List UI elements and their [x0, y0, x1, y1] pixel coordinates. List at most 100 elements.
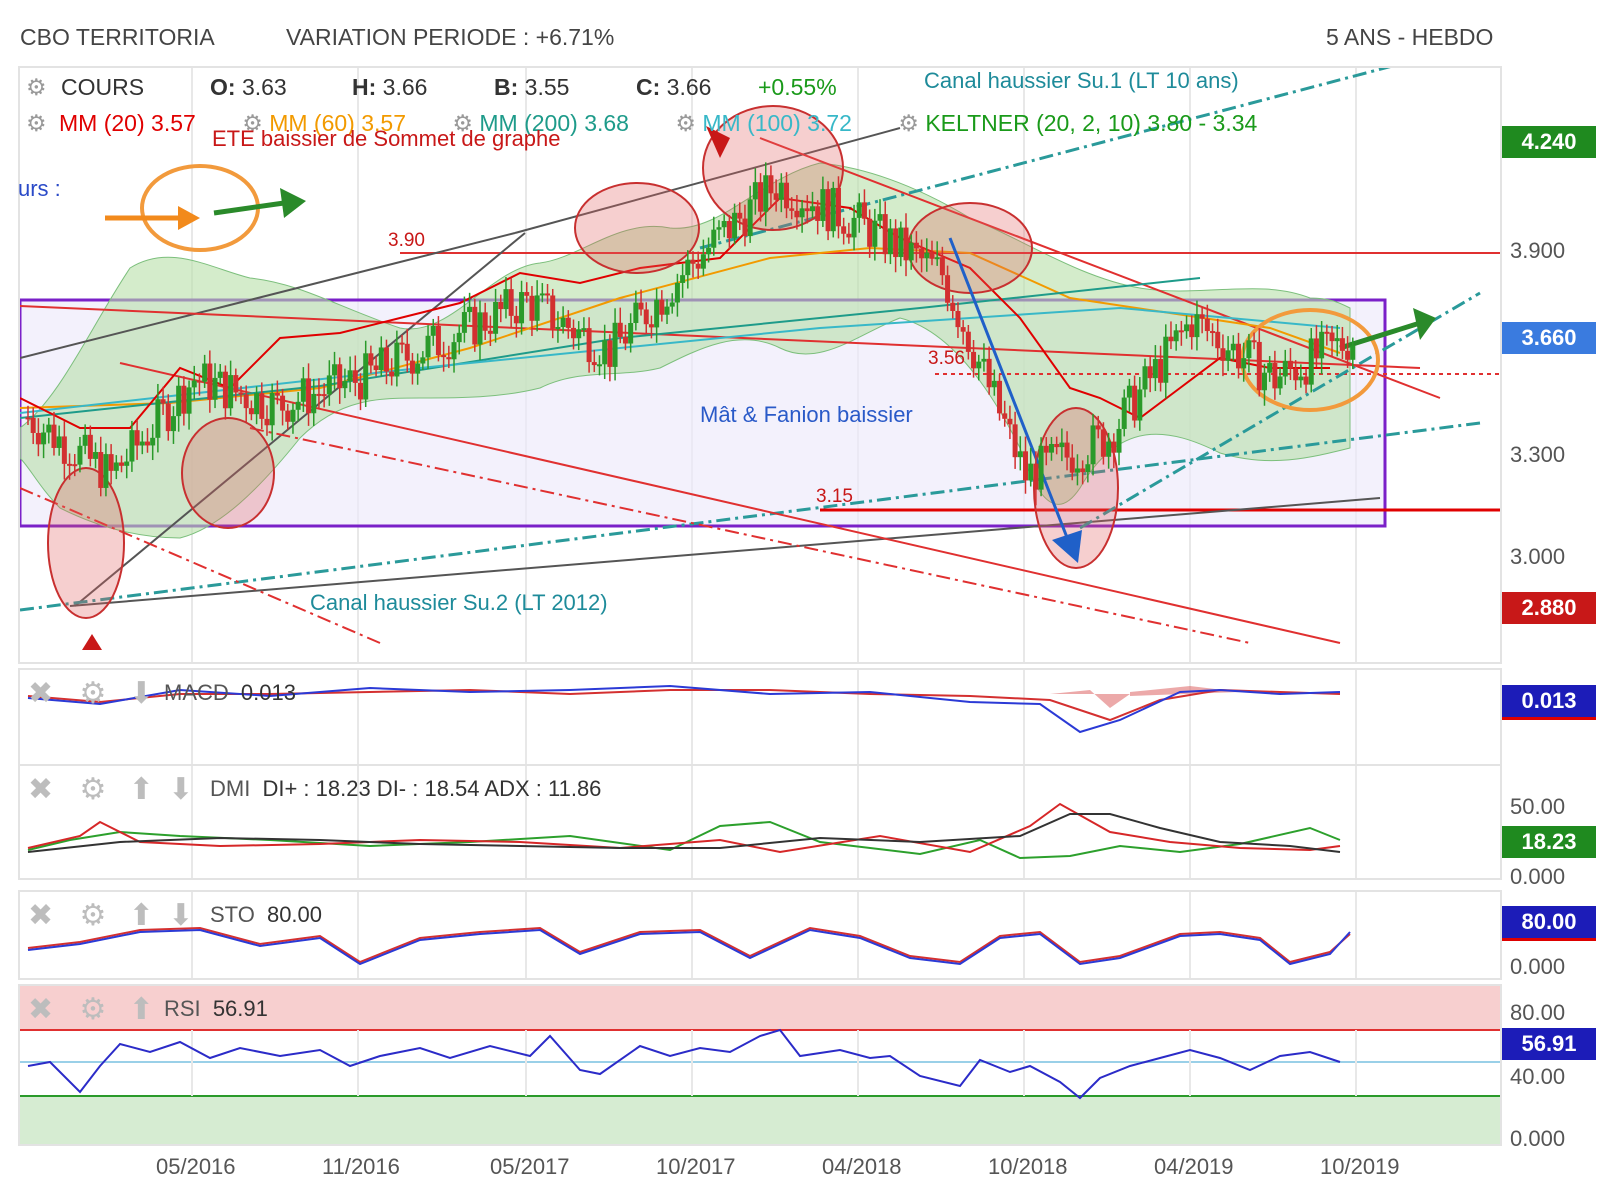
- candle-body: [680, 275, 686, 283]
- sto-controls: ✖ ⚙ ⬆ ⬇: [28, 898, 193, 933]
- keltner-value: 3.80 - 3.34: [1147, 110, 1258, 136]
- candle-body: [113, 462, 119, 471]
- dmi-label: DMI: [210, 776, 251, 801]
- candle-body: [1241, 358, 1247, 369]
- candle-body: [337, 364, 343, 389]
- candle-body: [508, 289, 514, 316]
- rsi-badge: 56.91: [1502, 1028, 1596, 1060]
- candle-body: [1293, 368, 1299, 381]
- candle-body: [498, 301, 504, 310]
- close-icon[interactable]: ✖: [28, 677, 54, 710]
- candle-body: [524, 292, 530, 296]
- candle-body: [529, 295, 535, 321]
- x-tick: 10/2018: [988, 1154, 1068, 1179]
- gear-icon[interactable]: ⚙: [242, 110, 263, 136]
- candle-body: [1303, 376, 1309, 385]
- candle-body: [222, 371, 228, 409]
- candle-body: [1085, 464, 1091, 473]
- keltner-label[interactable]: KELTNER (20, 2, 10): [925, 110, 1141, 136]
- candle-body: [368, 353, 374, 366]
- period-selector[interactable]: 5 ANS - HEBDO: [1326, 24, 1494, 50]
- low-label: B:: [494, 74, 519, 100]
- mm60-label[interactable]: MM (60): [269, 110, 355, 136]
- candle-body: [856, 202, 862, 218]
- gear-icon[interactable]: ⚙: [26, 74, 47, 100]
- instrument-title: CBO TERRITORIA: [20, 24, 215, 50]
- candle-body: [1261, 372, 1267, 391]
- gear-icon[interactable]: ⚙: [898, 110, 919, 136]
- arrow-down-icon[interactable]: ⬇: [128, 677, 154, 710]
- candle-body: [217, 371, 223, 378]
- candle-body: [300, 378, 306, 402]
- mm20-label[interactable]: MM (20): [59, 110, 145, 136]
- candle-body: [685, 259, 691, 276]
- gear-icon[interactable]: ⚙: [79, 773, 107, 806]
- gear-icon[interactable]: ⚙: [79, 677, 107, 710]
- candle-body: [768, 175, 774, 194]
- candle-body: [815, 206, 821, 221]
- mm20-value: 3.57: [151, 110, 196, 136]
- rsi-tick: 0.000: [1510, 1126, 1566, 1151]
- macd-label: MACD: [164, 680, 229, 705]
- candle-body: [1163, 336, 1169, 383]
- candle-body: [913, 242, 919, 249]
- close-label: C:: [636, 74, 661, 100]
- candle-body: [404, 343, 410, 361]
- candle-body: [1095, 425, 1101, 430]
- candle-body: [487, 330, 493, 334]
- price-tick: 3.300: [1510, 442, 1566, 467]
- gear-icon[interactable]: ⚙: [79, 993, 107, 1026]
- close-icon[interactable]: ✖: [28, 773, 54, 806]
- candle-body: [1230, 343, 1236, 351]
- candle-body: [976, 361, 982, 369]
- candle-body: [654, 299, 660, 328]
- candle-body: [129, 430, 135, 462]
- candle-body: [628, 323, 634, 344]
- close-icon[interactable]: ✖: [28, 899, 54, 932]
- candle-body: [425, 335, 431, 358]
- candle-body: [259, 393, 265, 419]
- candle-body: [1334, 338, 1340, 342]
- cours-label: COURS: [61, 74, 145, 100]
- candle-body: [248, 408, 254, 415]
- open-label: O:: [210, 74, 236, 100]
- candle-body: [1069, 457, 1075, 473]
- gear-icon[interactable]: ⚙: [675, 110, 696, 136]
- candle-body: [1308, 338, 1314, 385]
- candle-body: [1272, 363, 1278, 389]
- candle-body: [576, 329, 582, 339]
- candle-body: [560, 317, 566, 328]
- candle-body: [290, 409, 296, 422]
- candle-body: [586, 328, 592, 363]
- candle-body: [820, 189, 826, 221]
- arrow-down-icon[interactable]: ⬇: [168, 773, 194, 806]
- candle-body: [30, 417, 36, 433]
- arrow-up-icon[interactable]: ⬆: [128, 899, 154, 932]
- candle-body: [243, 394, 249, 409]
- candle-body: [1106, 441, 1112, 457]
- candle-body: [56, 436, 62, 448]
- arrow-up-icon[interactable]: ⬆: [128, 773, 154, 806]
- mat-annotation: Mât & Fanion baissier: [700, 402, 913, 427]
- candle-body: [1168, 336, 1174, 342]
- mm200-label[interactable]: MM (200): [479, 110, 578, 136]
- candle-body: [732, 212, 738, 239]
- candle-body: [285, 410, 291, 422]
- candle-body: [389, 371, 395, 377]
- arrow-up-icon[interactable]: ⬆: [128, 993, 154, 1026]
- dmi-chart: [27, 766, 1357, 878]
- macd-controls: ✖ ⚙ ⬇: [28, 676, 154, 711]
- price-high-badge: 4.240: [1502, 126, 1596, 158]
- gear-icon[interactable]: ⚙: [26, 110, 47, 136]
- candle-body: [1158, 359, 1164, 383]
- candle-body: [269, 392, 275, 426]
- arrow-down-icon[interactable]: ⬇: [168, 899, 194, 932]
- close-icon[interactable]: ✖: [28, 993, 54, 1026]
- candle-body: [1339, 338, 1345, 351]
- gear-icon[interactable]: ⚙: [452, 110, 473, 136]
- price-chart: [20, 68, 1500, 662]
- gear-icon[interactable]: ⚙: [79, 899, 107, 932]
- mm100-label[interactable]: MM (100): [702, 110, 801, 136]
- candle-body: [513, 315, 519, 324]
- candle-body: [674, 282, 680, 303]
